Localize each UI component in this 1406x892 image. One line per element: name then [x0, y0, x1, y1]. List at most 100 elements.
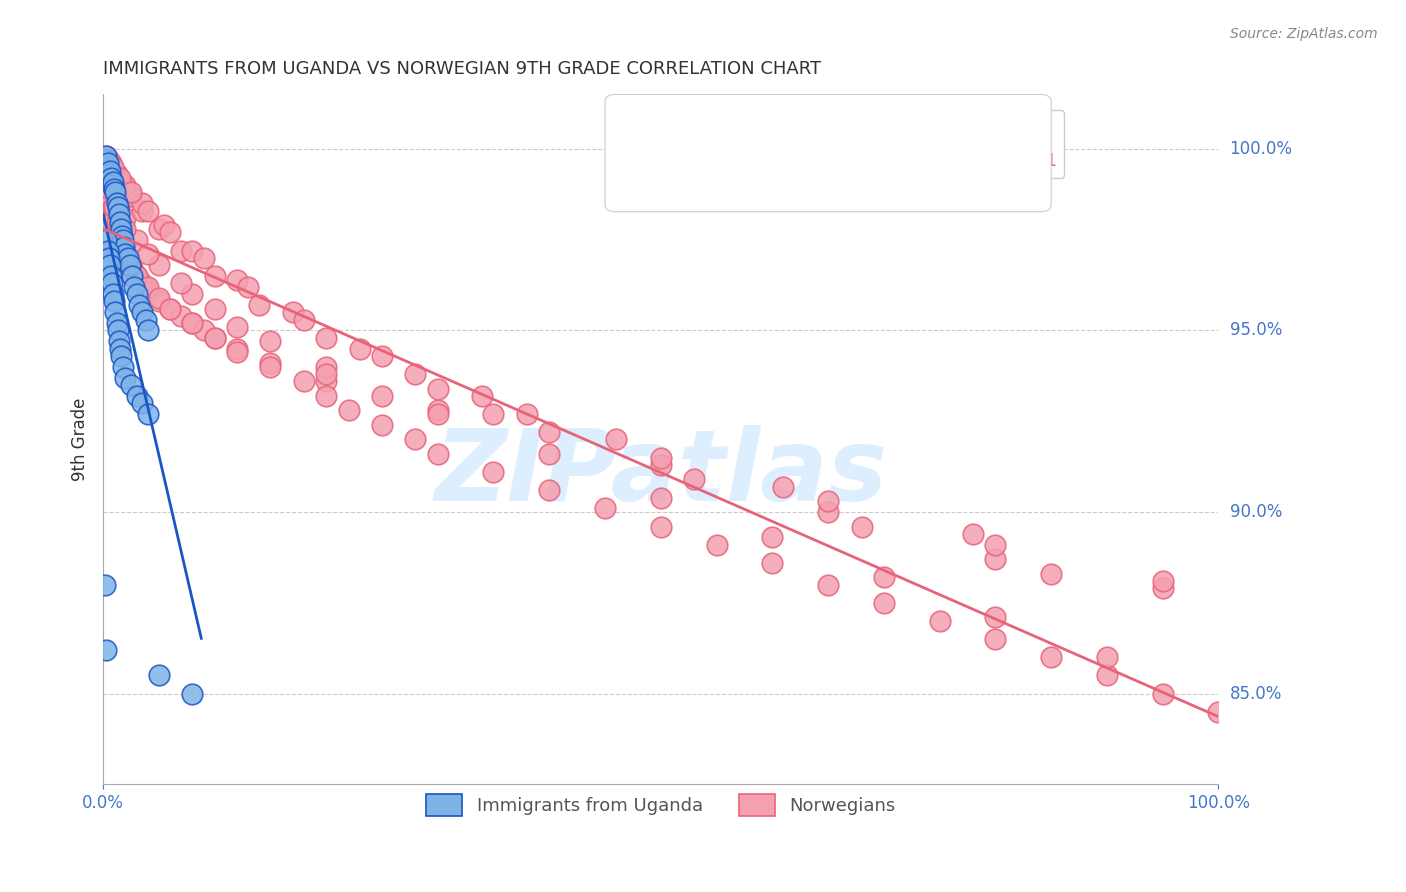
- Point: [136, 407, 159, 421]
- Point: [96, 163, 118, 178]
- Point: [98, 182, 121, 196]
- Point: [121, 261, 143, 276]
- Point: [105, 218, 128, 232]
- Point: [337, 403, 360, 417]
- Point: [482, 407, 505, 421]
- Legend: Immigrants from Uganda, Norwegians: Immigrants from Uganda, Norwegians: [419, 788, 903, 823]
- Point: [97, 244, 120, 258]
- Point: [226, 345, 249, 359]
- Point: [107, 207, 129, 221]
- Point: [131, 203, 153, 218]
- Point: [98, 258, 121, 272]
- Y-axis label: 9th Grade: 9th Grade: [72, 398, 89, 481]
- Point: [100, 189, 122, 203]
- Point: [124, 265, 146, 279]
- Point: [98, 182, 121, 196]
- Point: [96, 167, 118, 181]
- Point: [97, 153, 120, 167]
- Point: [103, 200, 125, 214]
- Point: [817, 577, 839, 591]
- Point: [101, 171, 124, 186]
- Point: [136, 280, 159, 294]
- Point: [131, 396, 153, 410]
- Point: [112, 233, 135, 247]
- Point: [650, 450, 672, 465]
- Point: [706, 538, 728, 552]
- Point: [193, 251, 215, 265]
- Point: [114, 211, 136, 225]
- Point: [97, 156, 120, 170]
- Point: [159, 226, 181, 240]
- Point: [125, 389, 148, 403]
- Point: [100, 156, 122, 170]
- Point: [1152, 582, 1174, 596]
- Point: [108, 196, 131, 211]
- Point: [118, 258, 141, 272]
- Text: IMMIGRANTS FROM UGANDA VS NORWEGIAN 9TH GRADE CORRELATION CHART: IMMIGRANTS FROM UGANDA VS NORWEGIAN 9TH …: [103, 60, 821, 78]
- Point: [120, 189, 142, 203]
- Point: [110, 236, 132, 251]
- Point: [259, 356, 281, 370]
- Point: [538, 483, 561, 498]
- Point: [259, 334, 281, 349]
- Point: [371, 417, 394, 432]
- Point: [1095, 668, 1118, 682]
- Point: [315, 374, 337, 388]
- Point: [259, 359, 281, 374]
- Point: [683, 472, 706, 486]
- Point: [94, 153, 117, 167]
- Point: [97, 178, 120, 193]
- Point: [962, 526, 984, 541]
- Point: [593, 501, 616, 516]
- Point: [226, 273, 249, 287]
- Point: [226, 319, 249, 334]
- Point: [108, 229, 131, 244]
- Point: [98, 163, 121, 178]
- Point: [112, 178, 135, 193]
- Point: [538, 425, 561, 439]
- Text: 85.0%: 85.0%: [1230, 685, 1282, 703]
- Point: [114, 178, 136, 193]
- Point: [148, 294, 170, 309]
- Point: [110, 222, 132, 236]
- Point: [125, 268, 148, 283]
- Point: [1152, 574, 1174, 588]
- Point: [125, 268, 148, 283]
- Point: [112, 247, 135, 261]
- Point: [114, 251, 136, 265]
- Point: [471, 389, 494, 403]
- Point: [650, 491, 672, 505]
- Point: [851, 519, 873, 533]
- Point: [100, 189, 122, 203]
- Point: [108, 171, 131, 186]
- Point: [96, 149, 118, 163]
- Point: [125, 287, 148, 301]
- Point: [873, 596, 896, 610]
- Text: 90.0%: 90.0%: [1230, 503, 1282, 521]
- Point: [100, 171, 122, 186]
- Text: Source: ZipAtlas.com: Source: ZipAtlas.com: [1230, 27, 1378, 41]
- Point: [136, 323, 159, 337]
- Point: [159, 301, 181, 316]
- Point: [605, 433, 627, 447]
- Point: [193, 323, 215, 337]
- Point: [482, 465, 505, 479]
- Point: [315, 389, 337, 403]
- Point: [120, 258, 142, 272]
- Point: [114, 247, 136, 261]
- Point: [97, 251, 120, 265]
- Point: [170, 277, 193, 291]
- Point: [873, 570, 896, 584]
- Point: [371, 389, 394, 403]
- Text: 95.0%: 95.0%: [1230, 321, 1282, 340]
- Point: [103, 294, 125, 309]
- Point: [131, 277, 153, 291]
- Point: [97, 167, 120, 181]
- Point: [104, 211, 127, 225]
- Point: [128, 298, 150, 312]
- Point: [104, 305, 127, 319]
- Point: [124, 280, 146, 294]
- Point: [153, 218, 176, 232]
- Point: [204, 301, 226, 316]
- Point: [315, 359, 337, 374]
